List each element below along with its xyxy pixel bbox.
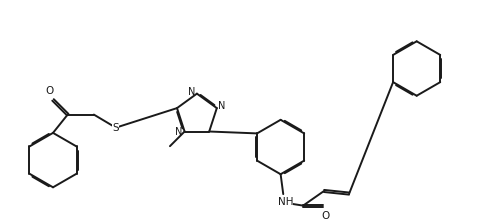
Text: S: S (113, 123, 119, 133)
Text: O: O (321, 211, 329, 221)
Text: N: N (188, 87, 195, 97)
Text: NH: NH (278, 197, 293, 207)
Text: N: N (175, 126, 182, 136)
Text: O: O (45, 86, 54, 96)
Text: N: N (218, 101, 226, 111)
